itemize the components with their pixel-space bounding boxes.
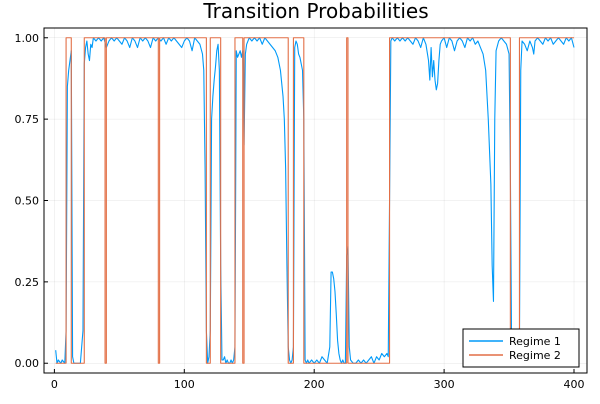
legend-label: Regime 2 <box>509 349 561 362</box>
chart-title: Transition Probabilities <box>202 0 428 23</box>
y-tick-label: 0.25 <box>15 276 40 289</box>
y-tick-label: 0.75 <box>15 113 40 126</box>
x-tick-label: 300 <box>434 378 455 391</box>
axis-ticks: 0 100 200 300 400 0.00 0.25 0.50 0.75 1.00 <box>15 32 585 391</box>
legend-box <box>462 328 580 368</box>
grid <box>44 28 587 373</box>
x-tick-label: 100 <box>174 378 195 391</box>
x-tick-label: 0 <box>51 378 58 391</box>
y-tick-label: 0.50 <box>15 195 40 208</box>
y-tick-label: 0.00 <box>15 357 40 370</box>
x-tick-label: 400 <box>564 378 585 391</box>
series-line-regime-1 <box>55 37 575 364</box>
legend-label: Regime 1 <box>509 335 561 348</box>
y-tick-label: 1.00 <box>15 32 40 45</box>
x-tick-label: 200 <box>304 378 325 391</box>
series-line-regime-2 <box>55 37 575 364</box>
series-layer <box>55 37 575 364</box>
